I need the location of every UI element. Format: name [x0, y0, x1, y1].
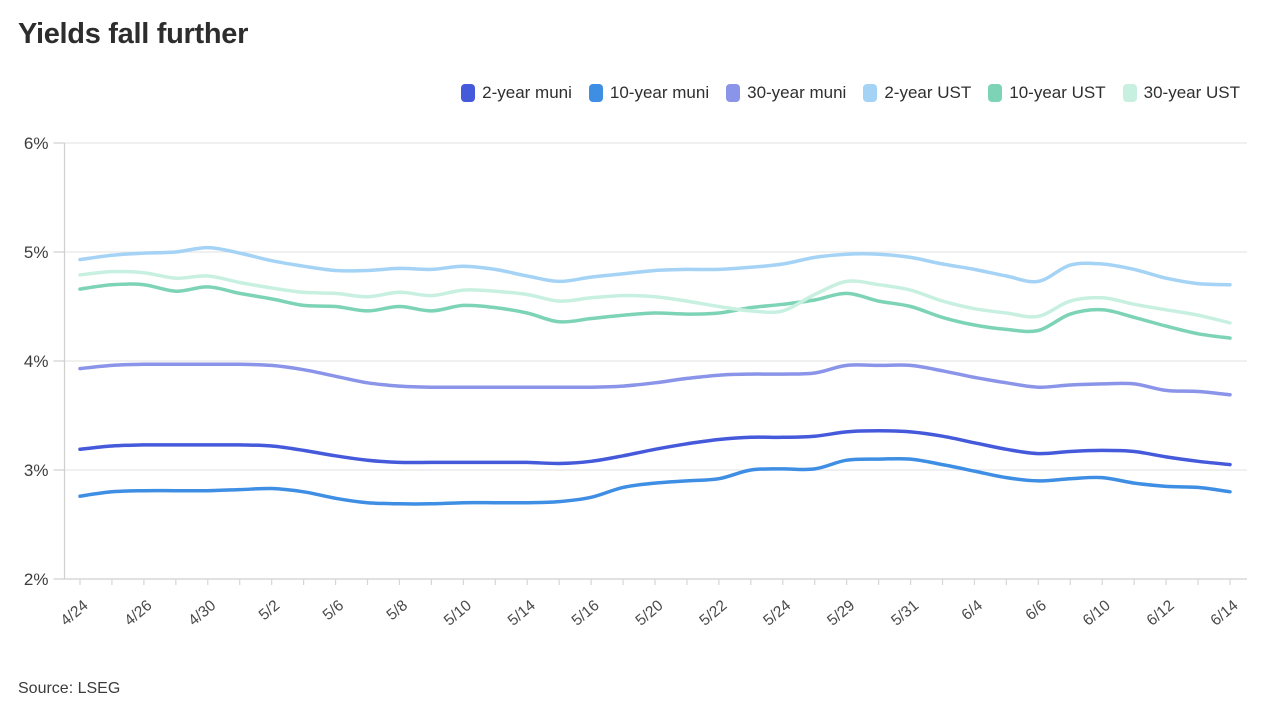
legend-swatch-icon — [726, 84, 741, 102]
legend-item-10-year-muni: 10-year muni — [588, 83, 710, 103]
x-axis-label: 5/16 — [569, 597, 603, 629]
y-axis-label: 4% — [24, 352, 49, 371]
x-axis-label: 5/8 — [384, 597, 411, 624]
page-title: Yields fall further — [18, 18, 249, 50]
series-line-2-year-ust — [78, 245, 1232, 287]
legend-item-10-year-ust: 10-year UST — [988, 83, 1106, 103]
y-axis-label: 6% — [24, 134, 49, 153]
legend-swatch-icon — [461, 84, 476, 102]
series-line-10-year-ust — [78, 282, 1232, 340]
x-axis-label: 5/10 — [441, 597, 475, 630]
x-axis-label: 4/30 — [185, 597, 219, 630]
legend-label: 30-year muni — [747, 83, 847, 102]
x-axis-label: 6/10 — [1080, 597, 1114, 630]
x-axis-label: 5/14 — [505, 597, 539, 630]
legend-swatch-icon — [988, 84, 1003, 102]
x-axis-label: 5/6 — [320, 597, 347, 624]
legend-item-30-year-muni: 30-year muni — [726, 83, 846, 103]
y-axis-label: 3% — [24, 461, 49, 480]
x-axis-label: 6/4 — [959, 597, 987, 624]
x-axis-label: 4/26 — [121, 597, 155, 629]
x-axis-label: 5/2 — [256, 597, 283, 624]
source-note: Source: LSEG — [18, 680, 121, 697]
x-axis-label: 5/24 — [760, 597, 794, 630]
legend-label: 2-year muni — [482, 83, 572, 102]
series-line-30-year-muni — [78, 362, 1232, 397]
legend: 2-year muni 10-year muni 30-year muni 2-yea… — [461, 83, 1240, 103]
legend-swatch-icon — [863, 84, 878, 102]
legend-label: 10-year UST — [1009, 83, 1106, 102]
legend-item-2-year-muni: 2-year muni — [461, 83, 572, 103]
x-axis-label: 5/29 — [824, 597, 858, 629]
y-axis-label: 5% — [24, 243, 49, 262]
legend-label: 2-year UST — [884, 83, 972, 102]
series-line-30-year-ust — [78, 269, 1232, 325]
x-axis-label: 6/6 — [1022, 597, 1049, 624]
legend-label: 10-year muni — [609, 83, 710, 102]
x-axis-label: 4/24 — [58, 597, 92, 630]
x-axis-label: 6/12 — [1144, 597, 1178, 629]
legend-item-30-year-ust: 30-year UST — [1122, 83, 1240, 103]
series-line-2-year-muni — [78, 429, 1232, 467]
series-line-10-year-muni — [78, 456, 1232, 506]
legend-item-2-year-ust: 2-year UST — [863, 83, 971, 103]
y-axis-label: 2% — [24, 570, 49, 589]
legend-swatch-icon — [1122, 84, 1137, 102]
x-axis-label: 6/14 — [1208, 597, 1242, 630]
legend-swatch-icon — [588, 84, 603, 102]
legend-label: 30-year UST — [1143, 83, 1240, 102]
x-axis-label: 5/20 — [633, 597, 667, 630]
x-axis-label: 5/22 — [696, 597, 730, 629]
x-axis-label: 5/31 — [888, 597, 922, 629]
